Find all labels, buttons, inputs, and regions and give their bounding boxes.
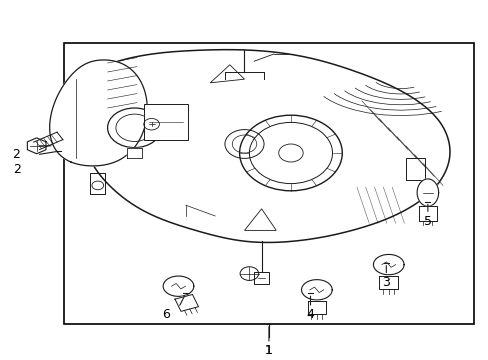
Polygon shape — [163, 276, 193, 296]
Polygon shape — [301, 280, 331, 300]
Text: 1: 1 — [264, 345, 272, 357]
Text: 3: 3 — [382, 276, 389, 289]
Text: 1: 1 — [264, 345, 272, 357]
Bar — [254, 272, 268, 284]
Polygon shape — [416, 179, 438, 206]
Bar — [63, 43, 473, 324]
Bar — [144, 104, 188, 140]
Polygon shape — [27, 138, 46, 154]
Polygon shape — [87, 50, 449, 243]
Polygon shape — [379, 276, 397, 289]
Text: 5: 5 — [423, 215, 431, 228]
Polygon shape — [307, 301, 325, 314]
Text: 2: 2 — [13, 163, 21, 176]
Polygon shape — [373, 255, 403, 275]
Text: 4: 4 — [306, 309, 314, 321]
Polygon shape — [175, 294, 198, 311]
Text: 2: 2 — [12, 148, 20, 161]
Polygon shape — [127, 148, 142, 158]
Text: 6: 6 — [162, 309, 170, 321]
Polygon shape — [418, 206, 436, 221]
Polygon shape — [50, 60, 147, 166]
